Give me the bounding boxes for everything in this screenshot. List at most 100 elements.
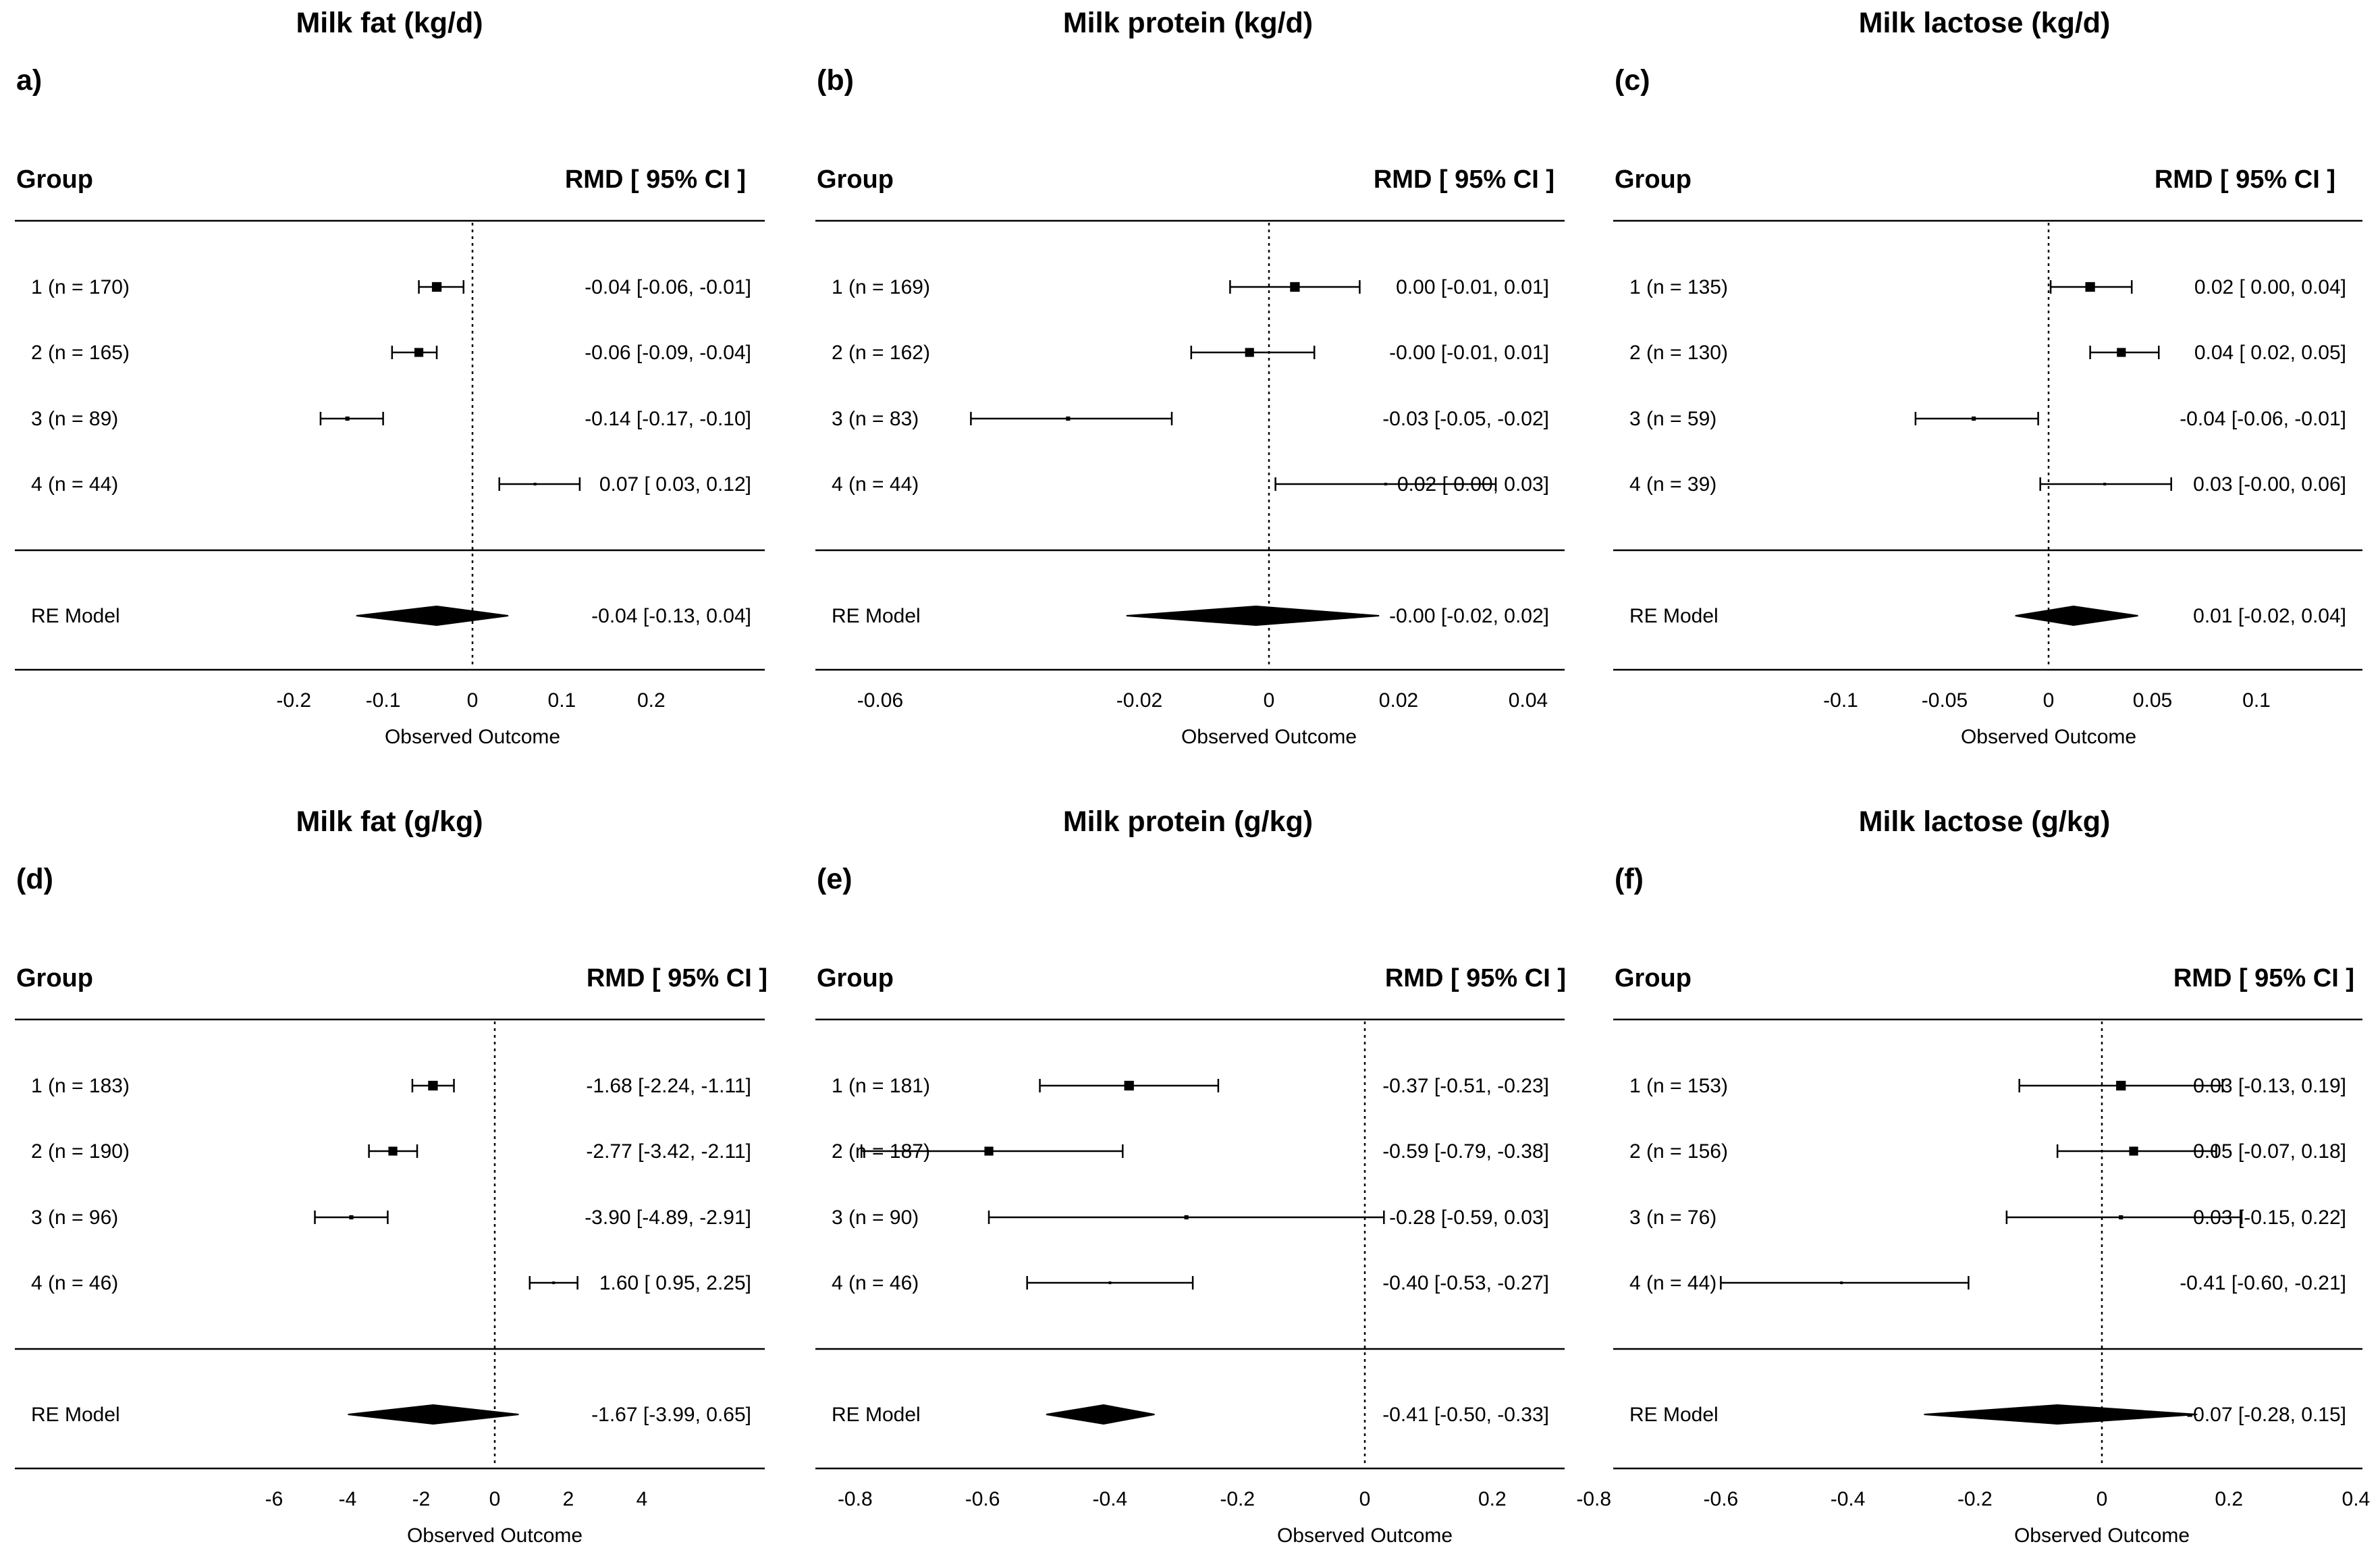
point-estimate bbox=[2103, 483, 2107, 485]
ci-text: -0.40 [-0.53, -0.27] bbox=[1382, 1272, 1549, 1294]
x-axis-label: Observed Outcome bbox=[385, 726, 560, 748]
group-label: 1 (n = 170) bbox=[31, 276, 130, 298]
group-label: 3 (n = 90) bbox=[832, 1206, 919, 1229]
x-tick-label: -0.1 bbox=[366, 689, 401, 712]
group-label: 2 (n = 130) bbox=[1629, 342, 1728, 364]
summary-diamond bbox=[1046, 1404, 1155, 1425]
x-tick-label: -0.2 bbox=[276, 689, 311, 712]
x-tick-label: 0 bbox=[2043, 689, 2055, 712]
x-tick-label: 0 bbox=[489, 1488, 501, 1510]
x-axis-label: Observed Outcome bbox=[1277, 1524, 1453, 1547]
point-estimate bbox=[1384, 483, 1387, 485]
x-tick-label: -0.2 bbox=[1957, 1488, 1993, 1510]
x-tick-label: -4 bbox=[339, 1488, 357, 1510]
ci-text: 0.07 [ 0.03, 0.12] bbox=[599, 473, 751, 496]
forest-panel-1: Milk fat (kg/d) a) Group RMD [ 95% CI ] 1 (n… bbox=[15, 7, 765, 748]
group-label: 1 (n = 169) bbox=[832, 276, 930, 298]
x-tick-label: -0.8 bbox=[838, 1488, 873, 1510]
x-tick-label: 0.04 bbox=[1509, 689, 1548, 712]
group-label: 3 (n = 96) bbox=[31, 1206, 118, 1229]
x-tick-label: -0.8 bbox=[1576, 1488, 1611, 1510]
x-tick-label: -2 bbox=[412, 1488, 431, 1510]
ci-text: -0.00 [-0.01, 0.01] bbox=[1389, 342, 1549, 364]
group-label: 1 (n = 181) bbox=[832, 1075, 930, 1097]
x-tick-label: -0.4 bbox=[1831, 1488, 1866, 1510]
ci-text: -2.77 [-3.42, -2.11] bbox=[586, 1140, 751, 1163]
column-header-rmd: RMD [ 95% CI ] bbox=[1385, 964, 1566, 992]
x-tick-label: 0 bbox=[467, 689, 479, 712]
x-tick-label: 0.1 bbox=[2242, 689, 2271, 712]
point-estimate bbox=[349, 1215, 354, 1220]
summary-diamond bbox=[1126, 605, 1380, 627]
summary-diamond bbox=[356, 605, 509, 627]
summary-label: RE Model bbox=[832, 605, 921, 627]
point-estimate bbox=[1840, 1281, 1843, 1284]
point-estimate bbox=[1245, 348, 1254, 357]
column-header-group: Group bbox=[817, 964, 894, 992]
group-label: 2 (n = 165) bbox=[31, 342, 130, 364]
ci-text: 0.03 [-0.13, 0.19] bbox=[2193, 1075, 2346, 1097]
x-axis-label: Observed Outcome bbox=[1961, 726, 2136, 748]
x-tick-label: 0.1 bbox=[548, 689, 576, 712]
summary-ci-text: -0.04 [-0.13, 0.04] bbox=[591, 605, 751, 627]
x-tick-label: 2 bbox=[563, 1488, 574, 1510]
x-axis-label: Observed Outcome bbox=[2014, 1524, 2190, 1547]
point-estimate bbox=[1972, 416, 1976, 421]
ci-text: 0.02 [ 0.00, 0.04] bbox=[2194, 276, 2346, 298]
panel-label: (e) bbox=[817, 863, 853, 895]
ci-text: 0.00 [-0.01, 0.01] bbox=[1396, 276, 1549, 298]
x-tick-label: -0.2 bbox=[1220, 1488, 1255, 1510]
point-estimate bbox=[1108, 1281, 1112, 1284]
x-tick-label: -0.6 bbox=[1704, 1488, 1739, 1510]
x-tick-label: -0.02 bbox=[1116, 689, 1162, 712]
column-header-rmd: RMD [ 95% CI ] bbox=[587, 964, 767, 992]
ci-text: -0.14 [-0.17, -0.10] bbox=[585, 408, 751, 430]
x-tick-label: -6 bbox=[265, 1488, 283, 1510]
summary-label: RE Model bbox=[1629, 605, 1719, 627]
summary-ci-text: 0.01 [-0.02, 0.04] bbox=[2193, 605, 2346, 627]
ci-text: 0.02 [ 0.00, 0.03] bbox=[1397, 473, 1549, 496]
group-label: 4 (n = 44) bbox=[832, 473, 919, 496]
point-estimate bbox=[431, 282, 442, 292]
forest-panel-5: Milk protein (g/kg) (e) Group RMD [ 95% CI … bbox=[815, 805, 1566, 1547]
summary-label: RE Model bbox=[1629, 1404, 1719, 1426]
forest-panel-6: Milk lactose (g/kg) (f) Group RMD [ 95% CI … bbox=[1576, 805, 2370, 1547]
column-header-group: Group bbox=[817, 165, 894, 194]
point-estimate bbox=[552, 1281, 556, 1284]
x-tick-label: -0.1 bbox=[1823, 689, 1858, 712]
panel-title: Milk protein (kg/d) bbox=[1063, 7, 1313, 39]
x-tick-label: -0.05 bbox=[1922, 689, 1968, 712]
panel-title: Milk fat (kg/d) bbox=[296, 7, 483, 39]
x-tick-label: 4 bbox=[637, 1488, 648, 1510]
x-tick-label: 0 bbox=[2097, 1488, 2108, 1510]
x-tick-label: 0 bbox=[1264, 689, 1275, 712]
point-estimate bbox=[428, 1080, 438, 1091]
group-label: 4 (n = 39) bbox=[1629, 473, 1716, 496]
x-tick-label: 0 bbox=[1359, 1488, 1371, 1510]
point-estimate bbox=[388, 1146, 398, 1156]
group-label: 2 (n = 162) bbox=[832, 342, 930, 364]
column-header-group: Group bbox=[16, 964, 93, 992]
ci-text: -0.04 [-0.06, -0.01] bbox=[585, 276, 751, 298]
x-axis-label: Observed Outcome bbox=[407, 1524, 583, 1547]
column-header-group: Group bbox=[1615, 165, 1692, 194]
x-tick-label: 0.2 bbox=[637, 689, 666, 712]
point-estimate bbox=[1290, 282, 1300, 292]
column-header-rmd: RMD [ 95% CI ] bbox=[565, 165, 746, 194]
x-tick-label: 0.02 bbox=[1379, 689, 1418, 712]
point-estimate bbox=[1184, 1215, 1189, 1220]
summary-label: RE Model bbox=[31, 1404, 120, 1426]
summary-ci-text: -0.00 [-0.02, 0.02] bbox=[1389, 605, 1549, 627]
group-label: 4 (n = 44) bbox=[31, 473, 118, 496]
forest-panel-4: Milk fat (g/kg) (d) Group RMD [ 95% CI ] 1 (… bbox=[15, 805, 767, 1547]
panel-label: (f) bbox=[1615, 863, 1644, 895]
column-header-group: Group bbox=[1615, 964, 1692, 992]
ci-text: -0.59 [-0.79, -0.38] bbox=[1382, 1140, 1549, 1163]
panel-title: Milk lactose (kg/d) bbox=[1859, 7, 2111, 39]
group-label: 4 (n = 46) bbox=[31, 1272, 118, 1294]
group-label: 1 (n = 183) bbox=[31, 1075, 130, 1097]
x-tick-label: -0.06 bbox=[857, 689, 903, 712]
column-header-rmd: RMD [ 95% CI ] bbox=[2155, 165, 2335, 194]
panel-label: a) bbox=[16, 64, 42, 97]
